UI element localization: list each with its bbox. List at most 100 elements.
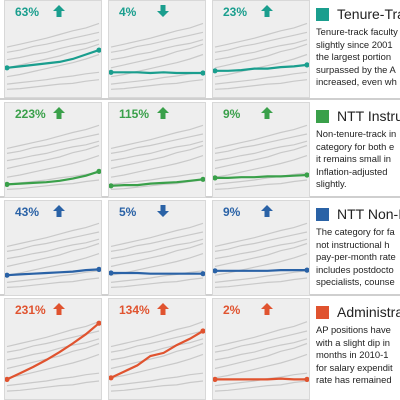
context-series-line xyxy=(6,43,100,69)
context-series-line xyxy=(214,242,308,268)
context-series-line xyxy=(214,179,308,190)
series-start-point xyxy=(109,375,114,381)
panel-plot xyxy=(213,321,309,392)
context-series-line xyxy=(6,231,100,252)
context-series-line xyxy=(6,133,100,154)
description-line: The category for fa xyxy=(316,226,395,237)
context-series-line xyxy=(110,380,204,392)
context-series-line xyxy=(214,43,308,69)
legend-swatch xyxy=(316,305,329,319)
context-series-line xyxy=(214,31,308,53)
series-end-point xyxy=(304,267,309,273)
description-line: category for both e xyxy=(316,140,395,152)
context-series-line xyxy=(214,124,308,149)
chart-panel: 4% xyxy=(108,0,206,98)
chart-panel: 223% xyxy=(4,102,102,198)
context-series-line xyxy=(214,71,308,85)
context-series-line xyxy=(110,330,204,353)
series-end-point xyxy=(304,62,309,68)
change-badge: 23% xyxy=(219,5,273,19)
row-divider xyxy=(0,98,400,100)
context-series-line xyxy=(6,342,100,370)
context-series-line xyxy=(110,39,204,61)
change-percent-label: 43% xyxy=(15,205,40,219)
legend-swatch xyxy=(316,109,329,123)
legend-swatch xyxy=(316,7,329,21)
context-series-line xyxy=(110,353,204,379)
change-badge: 5% xyxy=(115,205,169,219)
context-series-line xyxy=(6,270,100,283)
highlighted-series-line xyxy=(111,71,203,75)
panel-plot xyxy=(5,22,101,90)
context-series-line xyxy=(6,277,100,288)
change-percent-label: 23% xyxy=(223,5,248,19)
context-series-line xyxy=(110,53,204,78)
category-description: AP positions have with a slight dip in mon… xyxy=(316,324,400,387)
context-series-line xyxy=(214,39,308,61)
context-series-line xyxy=(110,172,204,185)
context-series-line xyxy=(110,79,204,90)
context-series-line xyxy=(110,372,204,387)
context-series-line xyxy=(6,124,100,149)
context-series-line xyxy=(110,238,204,260)
context-series-line xyxy=(110,133,204,154)
description-line: months in 2010-1 xyxy=(316,349,389,361)
series-end-point xyxy=(200,70,205,76)
description-line: slightly. xyxy=(316,178,347,190)
highlighted-series-line xyxy=(110,330,204,379)
change-badge: 231% xyxy=(11,303,65,317)
context-series-line xyxy=(6,321,100,348)
legend-entry: Administrat xyxy=(316,304,400,320)
series-end-point xyxy=(200,176,205,182)
legend-title: Administrat xyxy=(337,304,400,320)
context-series-line xyxy=(214,277,308,288)
description-line: Non-tenure-track in xyxy=(316,128,397,139)
context-series-line xyxy=(214,144,308,170)
legend-swatch xyxy=(316,207,329,221)
series-start-point xyxy=(109,270,114,276)
context-series-line xyxy=(214,342,308,370)
legend-title: Tenure-Track xyxy=(337,6,400,22)
change-percent-label: 63% xyxy=(15,5,40,19)
change-badge: 9% xyxy=(219,107,273,121)
context-series-line xyxy=(214,253,308,276)
context-series-line xyxy=(110,144,204,170)
chart-panel: 9% xyxy=(212,200,310,296)
context-series-line xyxy=(6,31,100,53)
description-line: AP positions have xyxy=(316,324,391,335)
panel-plot xyxy=(109,124,205,190)
highlighted-series-line xyxy=(215,63,308,72)
change-badge: 2% xyxy=(219,303,273,317)
series-start-point xyxy=(213,68,218,74)
series-start-point xyxy=(213,268,218,274)
context-series-line xyxy=(110,222,204,247)
change-percent-label: 231% xyxy=(15,303,46,317)
context-series-line xyxy=(6,39,100,61)
context-series-line xyxy=(214,238,308,260)
description-line: rate has remained xyxy=(316,374,392,386)
change-badge: 115% xyxy=(115,107,169,121)
context-series-line xyxy=(6,338,100,361)
description-line: Tenure-track faculty xyxy=(316,26,398,37)
legend-entry: NTT Instruc xyxy=(316,108,400,124)
series-start-point xyxy=(213,175,218,181)
highlighted-series-line xyxy=(6,322,100,381)
series-end-point xyxy=(304,376,309,382)
legend-title: NTT Non-In xyxy=(337,206,400,222)
context-series-line xyxy=(110,31,204,53)
chart-panel: 9% xyxy=(212,102,310,198)
context-series-line xyxy=(214,330,308,353)
context-series-line xyxy=(6,222,100,247)
context-series-line xyxy=(214,133,308,154)
context-series-line xyxy=(6,71,100,85)
context-series-line xyxy=(110,22,204,48)
category-description: Non-tenure-track in category for both e it… xyxy=(316,128,400,191)
change-badge: 134% xyxy=(115,303,169,317)
context-series-line xyxy=(110,277,204,288)
context-series-line xyxy=(110,140,204,162)
legend-title: NTT Instruc xyxy=(337,108,400,124)
context-series-line xyxy=(110,155,204,178)
context-series-line xyxy=(110,342,204,370)
change-percent-label: 5% xyxy=(119,205,137,219)
context-series-line xyxy=(214,172,308,185)
